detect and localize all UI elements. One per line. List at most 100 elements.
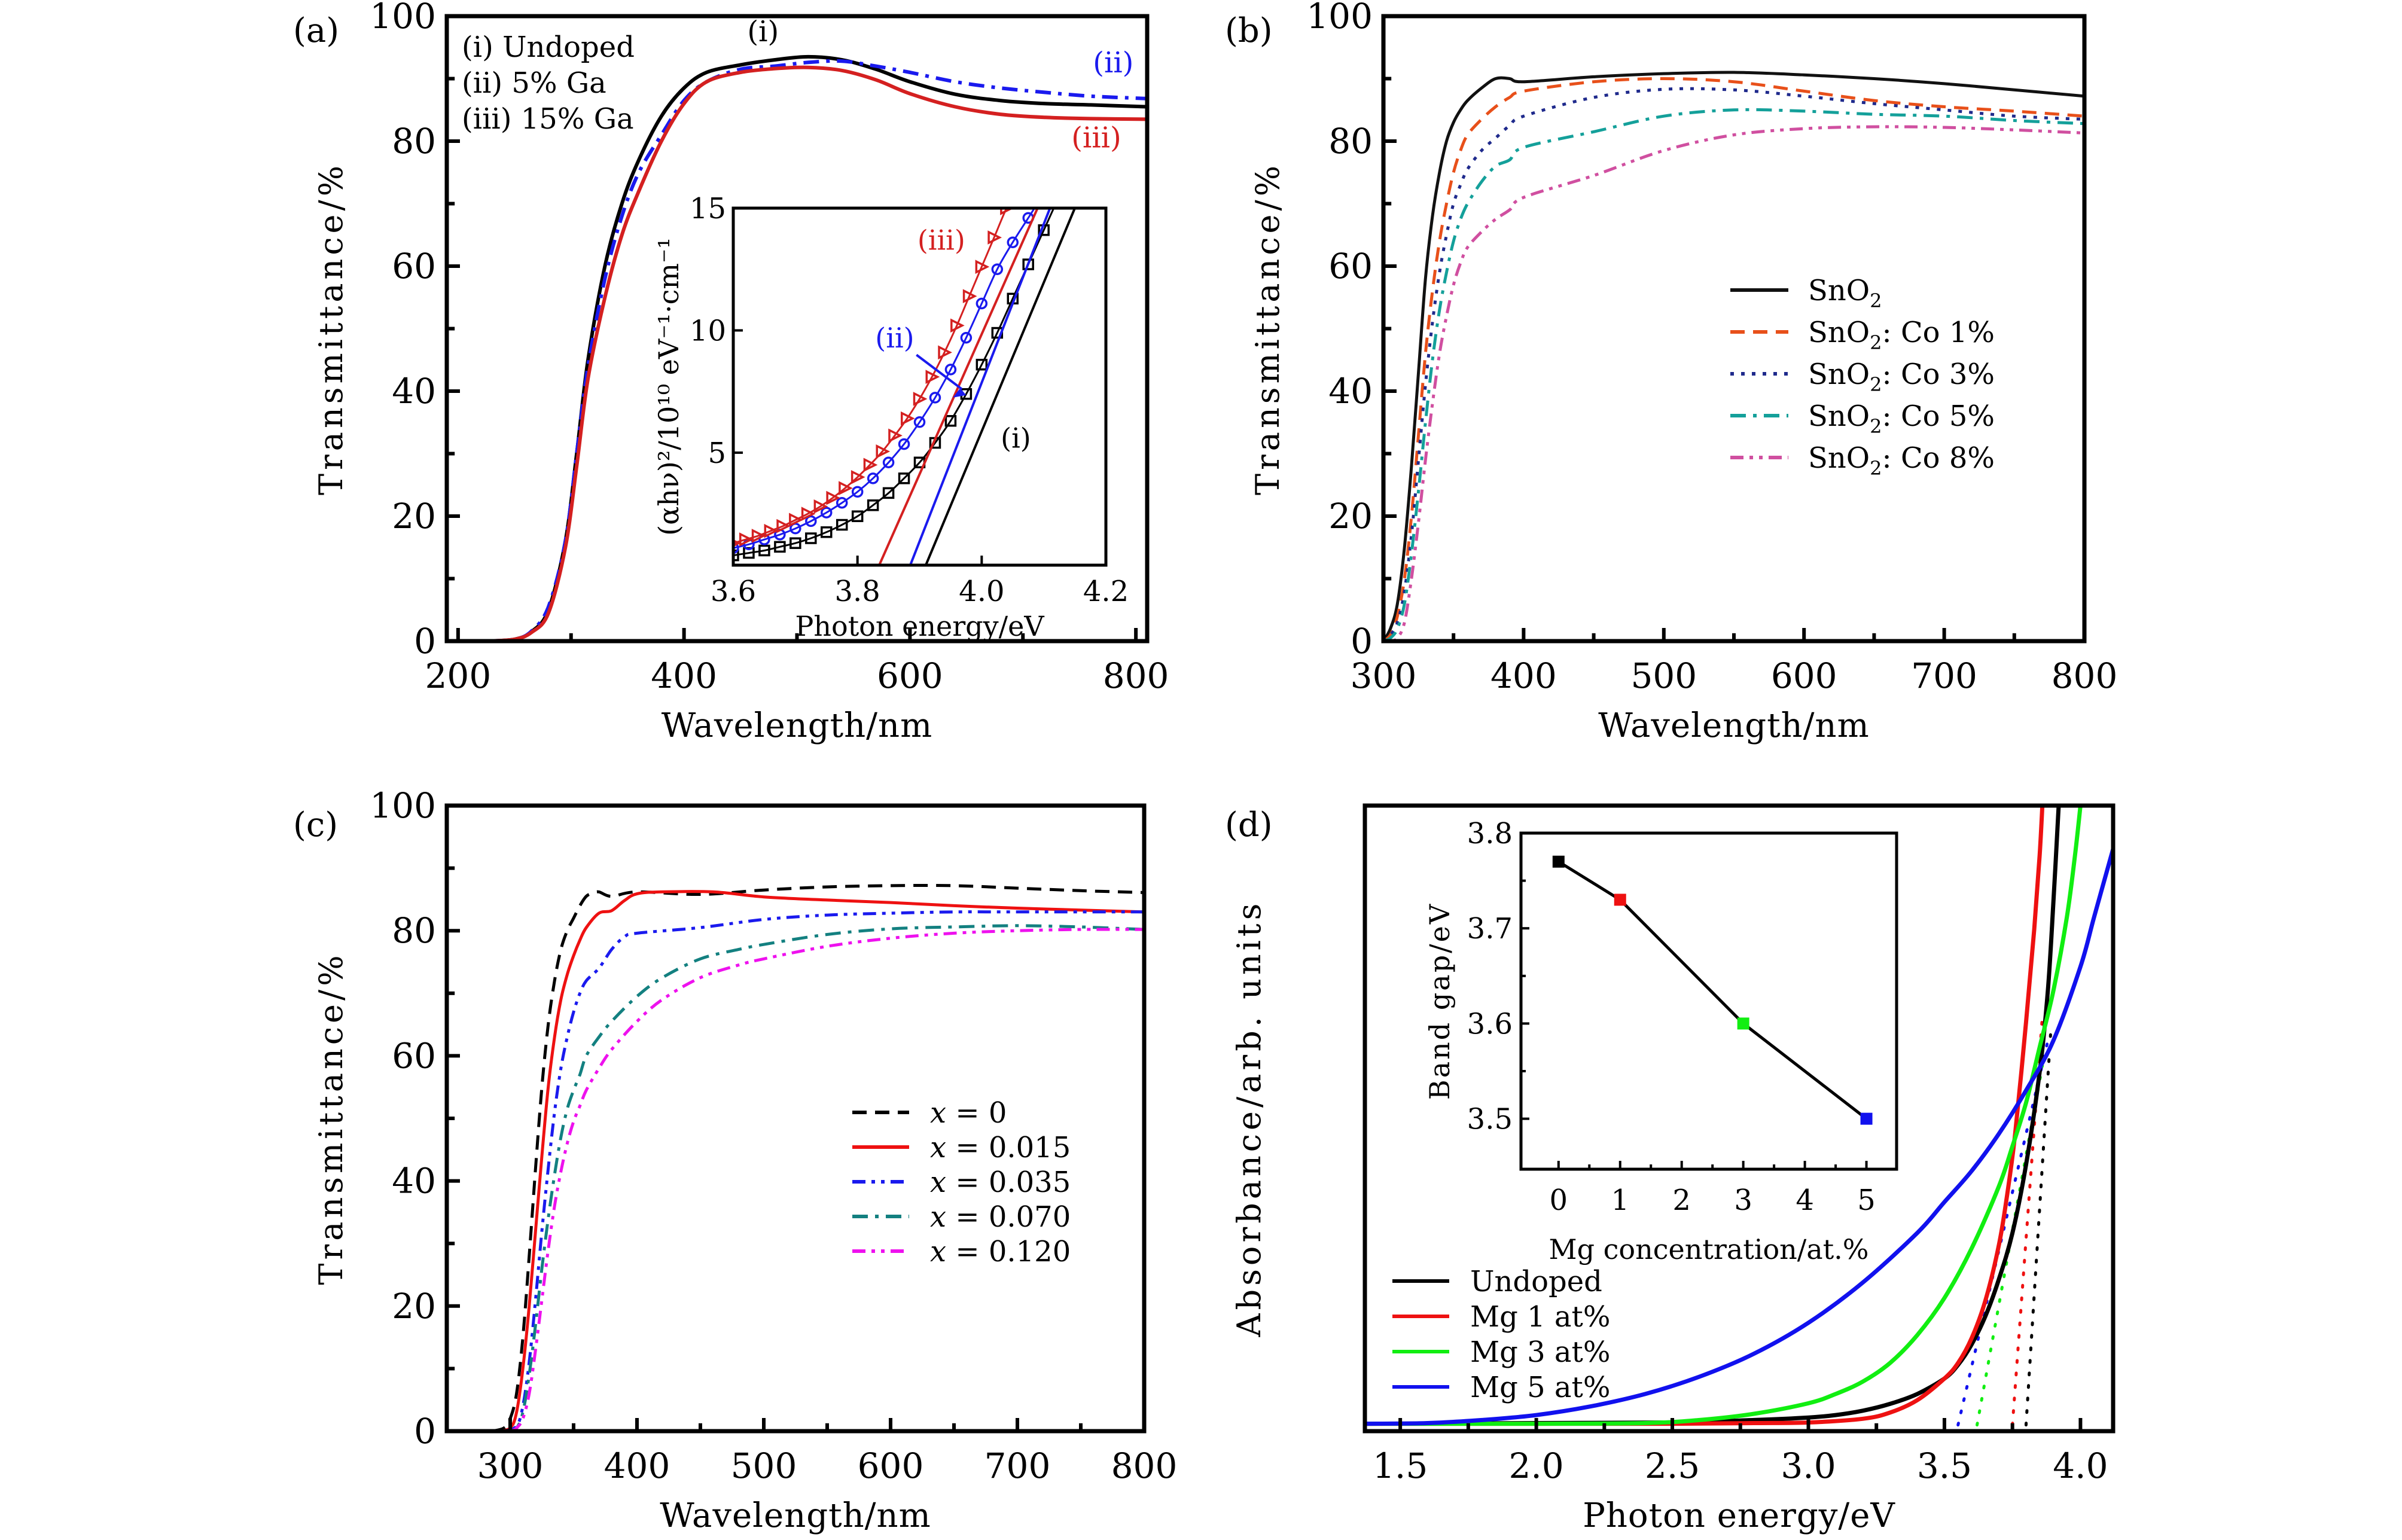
- inset-marker-square: [882, 487, 895, 499]
- y-axis-label: Transmittance/%: [1249, 162, 1287, 495]
- y-tick-label: 40: [1328, 371, 1373, 411]
- legend-entry-value: 0: [989, 1096, 1007, 1130]
- legend-entry-variable: x: [930, 1131, 946, 1164]
- legend-entry: (i) Undoped: [462, 31, 635, 64]
- inset-x-tick-label: 4.0: [959, 575, 1004, 608]
- inset-marker-triangle: [900, 411, 915, 426]
- series-line-sno-co-5: [1383, 108, 2084, 641]
- inset-marker-circle: [913, 416, 926, 428]
- y-tick-label: 60: [1328, 246, 1373, 286]
- inset-marker-square: [1054, 191, 1064, 201]
- legend-entry-tail: : Co 8%: [1882, 441, 1995, 475]
- series-line-sno-co-3: [1383, 87, 2084, 641]
- inset-marker-triangle: [764, 523, 779, 538]
- inset-x-axis-label: Mg concentration/at.%: [1549, 1233, 1868, 1265]
- inset-marker-circle: [867, 472, 879, 484]
- y-tick-label: 80: [392, 910, 436, 951]
- y-tick-label: 60: [392, 246, 436, 286]
- series-line-mg-5-at: [1365, 848, 2113, 1426]
- legend-entry-variable: x: [930, 1235, 946, 1268]
- x-tick-label: 800: [2052, 655, 2118, 696]
- inset-y-tick-label: 3.8: [1467, 817, 1513, 850]
- inset-marker-square: [1022, 258, 1034, 270]
- inset-frame-a: [731, 206, 1108, 567]
- inset-marker-triangle: [888, 428, 903, 443]
- inset-marker-triangle: [839, 481, 853, 496]
- series-line-sno-co-8: [1383, 125, 2084, 641]
- inset-marker-triangle: [863, 458, 878, 472]
- inset-marker-triangle: [739, 532, 754, 547]
- inset-marker-triangle: [913, 392, 928, 406]
- inset-marker-triangle: [851, 469, 865, 484]
- series-line-x-0: [490, 883, 1144, 1431]
- y-axis-label: Absorbance/arb. units: [1230, 900, 1268, 1338]
- inset-marker-triangle: [925, 370, 940, 384]
- legend-entry-subscript: 2: [1870, 457, 1882, 480]
- inset-marker-square: [976, 358, 988, 371]
- x-tick-label: 800: [1111, 1446, 1178, 1486]
- x-tick-label: 400: [651, 655, 717, 696]
- inset-curve-annotation: (iii): [917, 224, 965, 257]
- legend-entry-value: 0.035: [989, 1166, 1071, 1199]
- legend-entry: Mg 1 at%: [1470, 1300, 1610, 1334]
- inset-marker-circle: [976, 297, 988, 310]
- x-tick-label: 500: [1630, 655, 1697, 696]
- inset-y-tick-label: 3.7: [1467, 912, 1513, 946]
- legend-entry-main: SnO: [1808, 400, 1870, 433]
- inset-y-axis-label: Band gap/eV: [1423, 902, 1456, 1100]
- inset-marker-triangle: [950, 318, 965, 333]
- inset-x-tick-label: 1: [1611, 1184, 1629, 1217]
- inset-marker-square: [805, 532, 817, 544]
- inset-fit-line: [909, 208, 1051, 565]
- legend-entry: Mg 5 at%: [1470, 1371, 1610, 1404]
- legend-entry-variable: x: [930, 1166, 946, 1199]
- inset-marker-triangle: [987, 230, 1002, 245]
- x-tick-label: 300: [1351, 655, 1417, 696]
- x-tick-label: 2.5: [1645, 1446, 1700, 1486]
- inset-marker-circle: [836, 496, 848, 509]
- legend-entry-main: SnO: [1808, 358, 1870, 391]
- inset-marker-triangle: [813, 499, 828, 514]
- legend-entry: SnO2: Co 3%: [1808, 358, 1995, 396]
- y-tick-label: 60: [392, 1035, 436, 1076]
- legend-entry-equals: =: [946, 1200, 989, 1234]
- inset-y-tick-label: 3.5: [1467, 1103, 1513, 1136]
- legend-entry: SnO2: Co 5%: [1808, 400, 1995, 438]
- inset-series-line: [1557, 860, 1868, 1120]
- curve-annotation: (ii): [1093, 46, 1133, 80]
- legend-entry-tail: : Co 1%: [1882, 316, 1995, 349]
- inset-curve-annotation: (ii): [875, 322, 914, 354]
- inset-arrow-line: [916, 353, 963, 391]
- series-line-iii-15-ga: [486, 65, 1147, 641]
- inset-marker-circle: [733, 542, 739, 554]
- x-tick-label: 3.0: [1781, 1446, 1836, 1486]
- legend-entry-tail: : Co 5%: [1882, 400, 1995, 433]
- inset-marker-square: [790, 537, 801, 549]
- y-tick-label: 100: [370, 785, 436, 826]
- legend-entry-equals: =: [946, 1096, 989, 1130]
- inset-x-tick-label: 3: [1734, 1184, 1752, 1217]
- inset-arrow-head: [953, 388, 967, 398]
- panel-b: 300 400 500 600 700 800 0 20 40 60 80 100 Wavelength…: [1225, 0, 2117, 745]
- x-tick-label: 700: [1911, 655, 1977, 696]
- inset-marker-square: [836, 519, 848, 531]
- inset-background: [1521, 833, 1897, 1169]
- inset-x-tick-label: 2: [1672, 1184, 1691, 1217]
- y-tick-label: 0: [414, 1411, 436, 1451]
- inset-marker-circle: [851, 486, 864, 498]
- x-tick-label: 600: [1771, 655, 1837, 696]
- x-tick-label: 500: [731, 1446, 797, 1486]
- legend-entry: (iii) 15% Ga: [462, 102, 634, 136]
- tangent-line: [2024, 1033, 2052, 1427]
- y-tick-label: 20: [392, 1286, 436, 1326]
- y-tick-label: 20: [392, 496, 436, 536]
- panel-label: (b): [1225, 11, 1273, 50]
- y-tick-label: 20: [1328, 496, 1373, 536]
- x-tick-label: 600: [877, 655, 943, 696]
- panel-label: (a): [293, 11, 339, 50]
- x-tick-label: 4.0: [2053, 1446, 2108, 1486]
- tangent-line: [1956, 1039, 2050, 1427]
- x-tick-label: 2.0: [1508, 1446, 1563, 1486]
- inset-marker-square: [758, 544, 770, 557]
